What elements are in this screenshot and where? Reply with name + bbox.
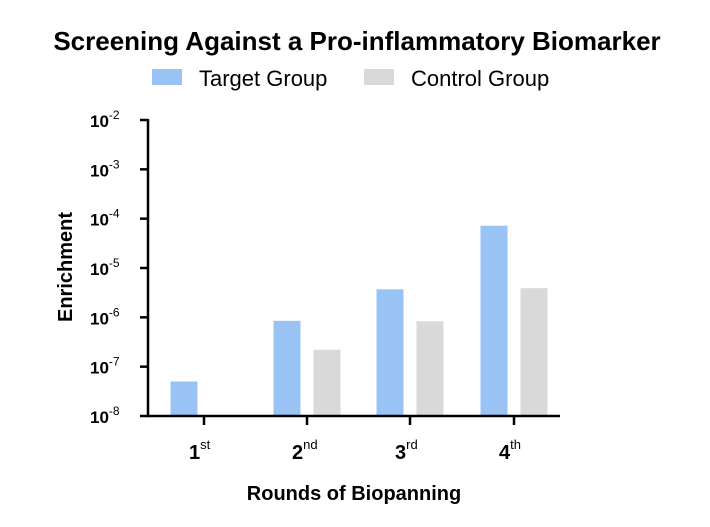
y-tick-label: 10-4: [90, 207, 120, 230]
bar-control-round-4: [520, 288, 548, 416]
legend-label-control: Control Group: [411, 66, 549, 91]
bar-target-round-1: [170, 381, 198, 416]
legend: Target Group Control Group: [152, 66, 549, 91]
x-tick-label: 3rd: [395, 437, 418, 464]
y-tick-label: 10-7: [90, 355, 120, 378]
x-tick-label: 2nd: [292, 437, 318, 464]
axes: 10-2 10-3 10-4 10-5 10-6 10-7 10-8 1st 2nd 3rd 4th: [90, 108, 560, 464]
y-tick-label: 10-6: [90, 305, 120, 328]
legend-swatch-target: [152, 69, 182, 85]
x-axis-label: Rounds of Biopanning: [247, 483, 461, 505]
chart-title: Screening Against a Pro-inflammatory Bio…: [53, 26, 660, 56]
bar-control-round-3: [416, 321, 444, 416]
x-tick-label: 1st: [189, 437, 211, 464]
bar-control-round-2: [313, 349, 341, 416]
x-tick-label: 4th: [499, 437, 521, 464]
bars: [170, 225, 548, 416]
y-tick-label: 10-8: [90, 404, 120, 427]
y-tick-label: 10-3: [90, 157, 120, 180]
y-tick-label: 10-2: [90, 108, 120, 131]
y-axis-label: Enrichment: [55, 212, 77, 322]
y-tick-label: 10-5: [90, 256, 120, 279]
bar-target-round-3: [376, 289, 404, 416]
legend-swatch-control: [364, 69, 394, 85]
bar-target-round-4: [480, 225, 508, 416]
legend-label-target: Target Group: [199, 66, 327, 91]
bar-target-round-2: [273, 320, 301, 416]
